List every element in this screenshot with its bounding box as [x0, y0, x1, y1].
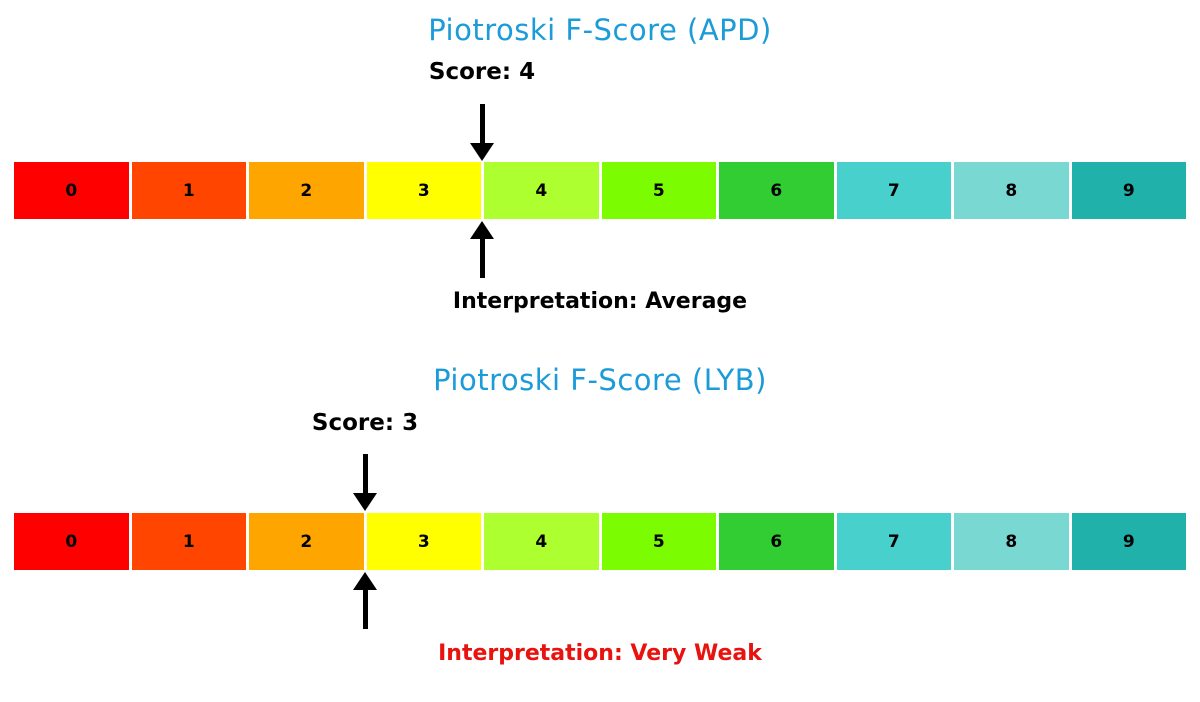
scale-segment-1: 1: [131, 513, 246, 570]
scale-segment-5: 5: [601, 513, 716, 570]
scale-segment-9: 9: [1071, 513, 1186, 570]
scale-segment-9: 9: [1071, 162, 1186, 219]
score-annotation-apd: Score: 4: [428, 59, 536, 85]
scale-segment-8: 8: [954, 162, 1069, 219]
scale-segment-1: 1: [131, 162, 246, 219]
score-annotation-lyb: Score: 3: [311, 410, 419, 436]
arrow-shaft: [479, 104, 485, 143]
scale-segment-0: 0: [14, 513, 129, 570]
arrow-head: [353, 572, 377, 590]
score-arrow-down-icon: [352, 454, 378, 511]
arrow-head: [470, 221, 494, 239]
arrow-shaft: [362, 454, 368, 493]
interpretation-label-apd: Interpretation: Average: [452, 289, 748, 314]
scale-segment-2: 2: [249, 513, 364, 570]
scale-segment-5: 5: [601, 162, 716, 219]
arrow-head: [353, 493, 377, 511]
scale-segment-7: 7: [836, 513, 951, 570]
scale-segment-4: 4: [484, 513, 599, 570]
interpretation-label-lyb: Interpretation: Very Weak: [438, 641, 762, 666]
score-arrow-down-icon: [469, 104, 495, 161]
scale-segment-4: 4: [484, 162, 599, 219]
scale-segment-0: 0: [14, 162, 129, 219]
chart-title-lyb: Piotroski F-Score (LYB): [433, 363, 767, 397]
arrow-shaft: [479, 239, 485, 278]
chart-title-apd: Piotroski F-Score (APD): [428, 13, 772, 47]
scale-segment-8: 8: [954, 513, 1069, 570]
arrow-shaft: [362, 590, 368, 629]
scale-segment-7: 7: [836, 162, 951, 219]
scale-segment-6: 6: [719, 513, 834, 570]
interpretation-arrow-up-icon: [469, 221, 495, 278]
scale-segment-2: 2: [249, 162, 364, 219]
scale-segment-3: 3: [366, 162, 481, 219]
arrow-head: [470, 143, 494, 161]
interpretation-arrow-up-icon: [352, 572, 378, 629]
scale-segment-6: 6: [719, 162, 834, 219]
scale-segment-3: 3: [366, 513, 481, 570]
